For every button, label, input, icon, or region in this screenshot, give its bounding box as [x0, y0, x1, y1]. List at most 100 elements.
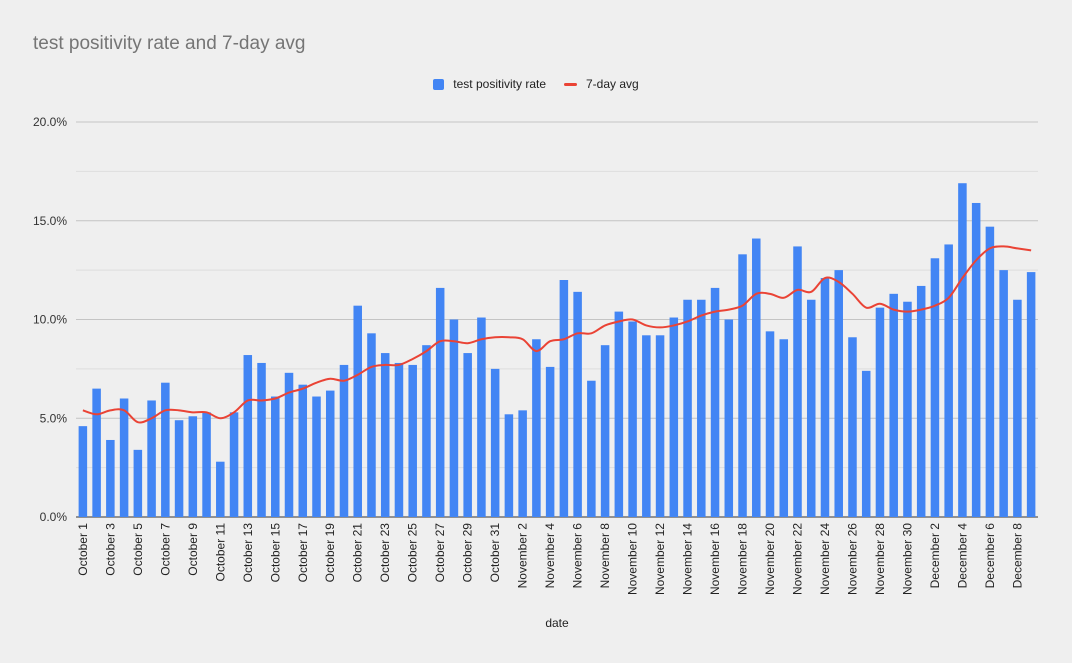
- bar[interactable]: [724, 319, 734, 518]
- bar[interactable]: [806, 299, 816, 517]
- bar[interactable]: [298, 384, 308, 517]
- bar[interactable]: [710, 287, 720, 517]
- bar[interactable]: [779, 339, 789, 517]
- bar[interactable]: [532, 339, 541, 517]
- bar[interactable]: [119, 398, 129, 518]
- bar[interactable]: [861, 370, 871, 517]
- bar[interactable]: [477, 317, 486, 517]
- bar[interactable]: [683, 299, 692, 517]
- bar[interactable]: [655, 335, 665, 517]
- bar[interactable]: [161, 382, 170, 517]
- x-tick-label: November 4: [543, 523, 557, 589]
- bar[interactable]: [463, 353, 472, 517]
- bar[interactable]: [367, 333, 376, 517]
- bar[interactable]: [587, 380, 596, 517]
- x-tick-label: November 12: [653, 523, 667, 595]
- legend-label-bars: test positivity rate: [453, 77, 546, 91]
- x-tick-label: November 24: [818, 523, 832, 595]
- bar[interactable]: [545, 366, 555, 517]
- bar[interactable]: [106, 439, 115, 517]
- bar[interactable]: [999, 270, 1008, 517]
- bar[interactable]: [903, 301, 912, 517]
- bar[interactable]: [1026, 272, 1036, 517]
- bar[interactable]: [889, 293, 898, 517]
- avg-line[interactable]: [82, 245, 1032, 424]
- x-tick-label: October 25: [406, 523, 420, 583]
- y-tick-label: 5.0%: [40, 411, 68, 425]
- y-tick-label: 0.0%: [40, 510, 68, 524]
- bar[interactable]: [752, 238, 761, 517]
- bar[interactable]: [614, 311, 624, 517]
- bar[interactable]: [133, 449, 143, 517]
- bar[interactable]: [174, 420, 184, 517]
- legend: test positivity rate 7-day avg: [0, 77, 1072, 91]
- bar[interactable]: [765, 331, 775, 517]
- x-tick-label: October 11: [213, 523, 227, 582]
- bar[interactable]: [834, 270, 843, 517]
- bar[interactable]: [449, 319, 459, 518]
- legend-item-bars[interactable]: test positivity rate: [433, 77, 546, 91]
- x-tick-label: October 13: [241, 523, 255, 583]
- bar[interactable]: [738, 254, 747, 517]
- x-axis-ticks: October 1 October 3 October 5 October 7 Octo…: [76, 523, 1025, 595]
- bar[interactable]: [793, 246, 802, 518]
- bar[interactable]: [573, 291, 582, 517]
- bar[interactable]: [985, 226, 995, 518]
- bar[interactable]: [188, 416, 198, 517]
- bar[interactable]: [408, 364, 417, 517]
- bar[interactable]: [944, 244, 953, 517]
- bar[interactable]: [394, 362, 404, 517]
- bar[interactable]: [628, 321, 637, 517]
- bar[interactable]: [339, 364, 349, 517]
- bar[interactable]: [229, 412, 239, 517]
- bar[interactable]: [600, 345, 610, 517]
- bar[interactable]: [353, 305, 362, 517]
- bar[interactable]: [284, 372, 294, 517]
- bar[interactable]: [216, 461, 225, 517]
- bar[interactable]: [422, 345, 431, 517]
- bar[interactable]: [642, 335, 651, 517]
- x-tick-label: November 16: [708, 523, 722, 595]
- y-tick-label: 20.0%: [33, 115, 67, 129]
- x-tick-label: October 27: [433, 523, 447, 583]
- x-tick-label: October 15: [268, 523, 282, 583]
- bar[interactable]: [848, 337, 857, 517]
- bar[interactable]: [971, 202, 981, 517]
- bar[interactable]: [147, 400, 156, 517]
- legend-swatch-bar: [433, 78, 445, 90]
- x-tick-label: October 23: [378, 523, 392, 583]
- bar[interactable]: [380, 353, 390, 517]
- bar[interactable]: [490, 368, 500, 517]
- x-tick-label: October 7: [158, 523, 172, 576]
- bar[interactable]: [271, 396, 280, 517]
- x-tick-label: November 18: [736, 523, 750, 595]
- bar[interactable]: [518, 410, 527, 517]
- bar[interactable]: [504, 414, 514, 517]
- bar[interactable]: [559, 280, 569, 517]
- bar[interactable]: [875, 307, 885, 517]
- bar[interactable]: [202, 412, 211, 517]
- y-tick-label: 10.0%: [33, 313, 67, 327]
- x-tick-label: November 22: [791, 523, 805, 595]
- bar[interactable]: [78, 426, 88, 517]
- x-tick-label: November 10: [626, 523, 640, 595]
- bar[interactable]: [697, 299, 706, 517]
- bar[interactable]: [312, 396, 321, 517]
- x-tick-label: October 29: [461, 523, 475, 583]
- bar[interactable]: [820, 278, 830, 517]
- bar[interactable]: [243, 355, 253, 517]
- bar[interactable]: [669, 317, 679, 517]
- legend-item-line[interactable]: 7-day avg: [564, 77, 639, 91]
- bar[interactable]: [916, 285, 926, 517]
- bar[interactable]: [930, 258, 940, 517]
- bar[interactable]: [257, 362, 266, 517]
- bar[interactable]: [435, 287, 445, 517]
- bar[interactable]: [92, 388, 101, 517]
- x-tick-label: October 21: [351, 523, 365, 583]
- bar[interactable]: [325, 390, 335, 517]
- bar[interactable]: [1013, 299, 1022, 517]
- x-tick-label: November 8: [598, 523, 612, 589]
- y-tick-label: 15.0%: [33, 214, 67, 228]
- bar[interactable]: [958, 183, 967, 517]
